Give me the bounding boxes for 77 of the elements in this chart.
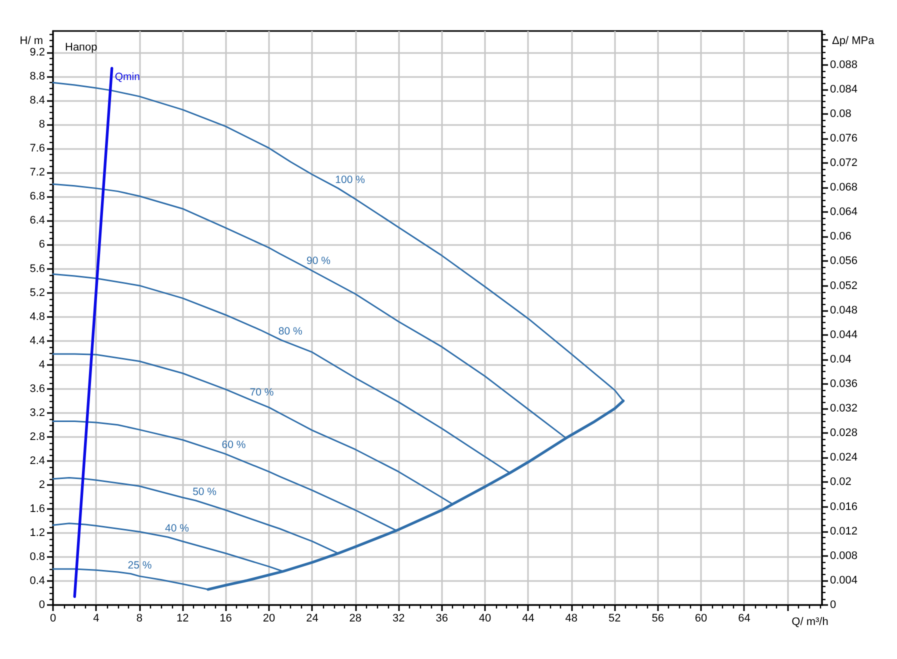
y-tick-label: 1.6 bbox=[30, 502, 45, 515]
y-tick-label: 4 bbox=[38, 358, 45, 371]
y-tick-label: 4.4 bbox=[30, 334, 45, 347]
y2-tick-label: 0.076 bbox=[830, 132, 858, 144]
y2-tick-label: 0.068 bbox=[830, 182, 858, 194]
y2-tick-label: 0.004 bbox=[830, 574, 858, 586]
y2-tick-label: 0.028 bbox=[830, 427, 858, 440]
text: Напор bbox=[65, 42, 98, 54]
y2-tick-label: 0.024 bbox=[830, 452, 858, 464]
y2-tick-label: 0.08 bbox=[830, 108, 852, 120]
y-axis-title: H/ m bbox=[20, 35, 43, 47]
y-tick-label: 2.8 bbox=[30, 430, 45, 443]
y2-tick-label: 0.048 bbox=[830, 304, 858, 316]
y-tick-label: 4.8 bbox=[30, 310, 45, 323]
y-tick-label: 6.8 bbox=[30, 190, 45, 203]
x-tick-label: 52 bbox=[608, 612, 621, 624]
series-label: Qmin bbox=[114, 71, 140, 84]
y-tick-label: 7.6 bbox=[30, 142, 45, 155]
x-tick-label: 40 bbox=[478, 612, 492, 624]
y-tick-label: 3.6 bbox=[30, 382, 45, 395]
y2-tick-label: 0.084 bbox=[830, 83, 858, 96]
x-tick-label: 24 bbox=[306, 612, 318, 624]
y-tick-label: 7.2 bbox=[30, 166, 45, 179]
x-tick-label: 4 bbox=[93, 612, 100, 624]
y2-tick-label: 0.056 bbox=[830, 255, 858, 268]
y-tick-label: 8 bbox=[38, 118, 45, 131]
x-tick-label: 20 bbox=[262, 612, 276, 624]
y2-tick-label: 0.06 bbox=[830, 230, 852, 243]
x-tick-label: 56 bbox=[652, 612, 664, 624]
y-tick-label: 2 bbox=[38, 478, 45, 491]
x-tick-label: 48 bbox=[565, 612, 578, 624]
y2-tick-label: 0.072 bbox=[830, 156, 858, 169]
y2-tick-label: 0.032 bbox=[830, 402, 858, 415]
y-tick-label: 5.2 bbox=[30, 286, 45, 299]
y-tick-label: 6 bbox=[38, 238, 45, 251]
x-tick-label: 28 bbox=[349, 612, 362, 624]
y-tick-label: 0.4 bbox=[30, 574, 45, 587]
series-label: 90 % bbox=[306, 254, 330, 267]
y-tick-label: 8.4 bbox=[30, 94, 45, 107]
y2-tick-label: 0.088 bbox=[830, 58, 858, 71]
y-tick-label: 0.8 bbox=[30, 550, 45, 563]
y-tick-label: 0 bbox=[38, 599, 45, 611]
y-tick-label: 9.2 bbox=[30, 46, 45, 59]
series-label: 80 % bbox=[278, 326, 302, 338]
x-tick-label: 32 bbox=[392, 612, 405, 624]
series-label: 25 % bbox=[128, 559, 152, 572]
x-tick-label: 60 bbox=[694, 612, 708, 624]
y-tick-label: 8.8 bbox=[30, 70, 45, 83]
y2-tick-label: 0 bbox=[830, 599, 836, 611]
series-label: 70 % bbox=[250, 386, 274, 398]
series-label: 50 % bbox=[192, 486, 217, 498]
y2-axis-title: Δp/ MPa bbox=[832, 35, 876, 47]
y-tick-label: 6.4 bbox=[30, 214, 45, 227]
y-tick-label: 3.2 bbox=[30, 406, 45, 419]
y2-tick-label: 0.036 bbox=[830, 378, 858, 390]
y-tick-label: 2.4 bbox=[30, 454, 45, 467]
x-tick-label: 44 bbox=[522, 612, 534, 624]
y2-tick-label: 0.052 bbox=[830, 280, 858, 292]
y2-tick-label: 0.012 bbox=[830, 525, 858, 538]
x-tick-label: 64 bbox=[738, 612, 750, 624]
y2-tick-label: 0.04 bbox=[830, 353, 852, 366]
x-tick-label: 0 bbox=[50, 612, 56, 624]
series-label: 100 % bbox=[335, 174, 365, 186]
series-label: 60 % bbox=[222, 439, 246, 452]
x-axis-title: Q/ m³/h bbox=[792, 616, 828, 628]
y-tick-label: 1.2 bbox=[30, 526, 45, 539]
y2-tick-label: 0.02 bbox=[830, 476, 852, 488]
y2-tick-label: 0.044 bbox=[830, 328, 858, 341]
x-tick-label: 8 bbox=[136, 612, 142, 624]
y-tick-label: 5.6 bbox=[30, 262, 45, 275]
x-tick-label: 16 bbox=[220, 612, 232, 624]
x-tick-label: 36 bbox=[436, 612, 448, 624]
series-label: 40 % bbox=[165, 522, 189, 535]
y2-tick-label: 0.016 bbox=[830, 500, 858, 513]
y2-tick-label: 0.064 bbox=[830, 206, 858, 218]
y2-tick-label: 0.008 bbox=[830, 550, 858, 562]
x-tick-label: 12 bbox=[176, 612, 189, 624]
